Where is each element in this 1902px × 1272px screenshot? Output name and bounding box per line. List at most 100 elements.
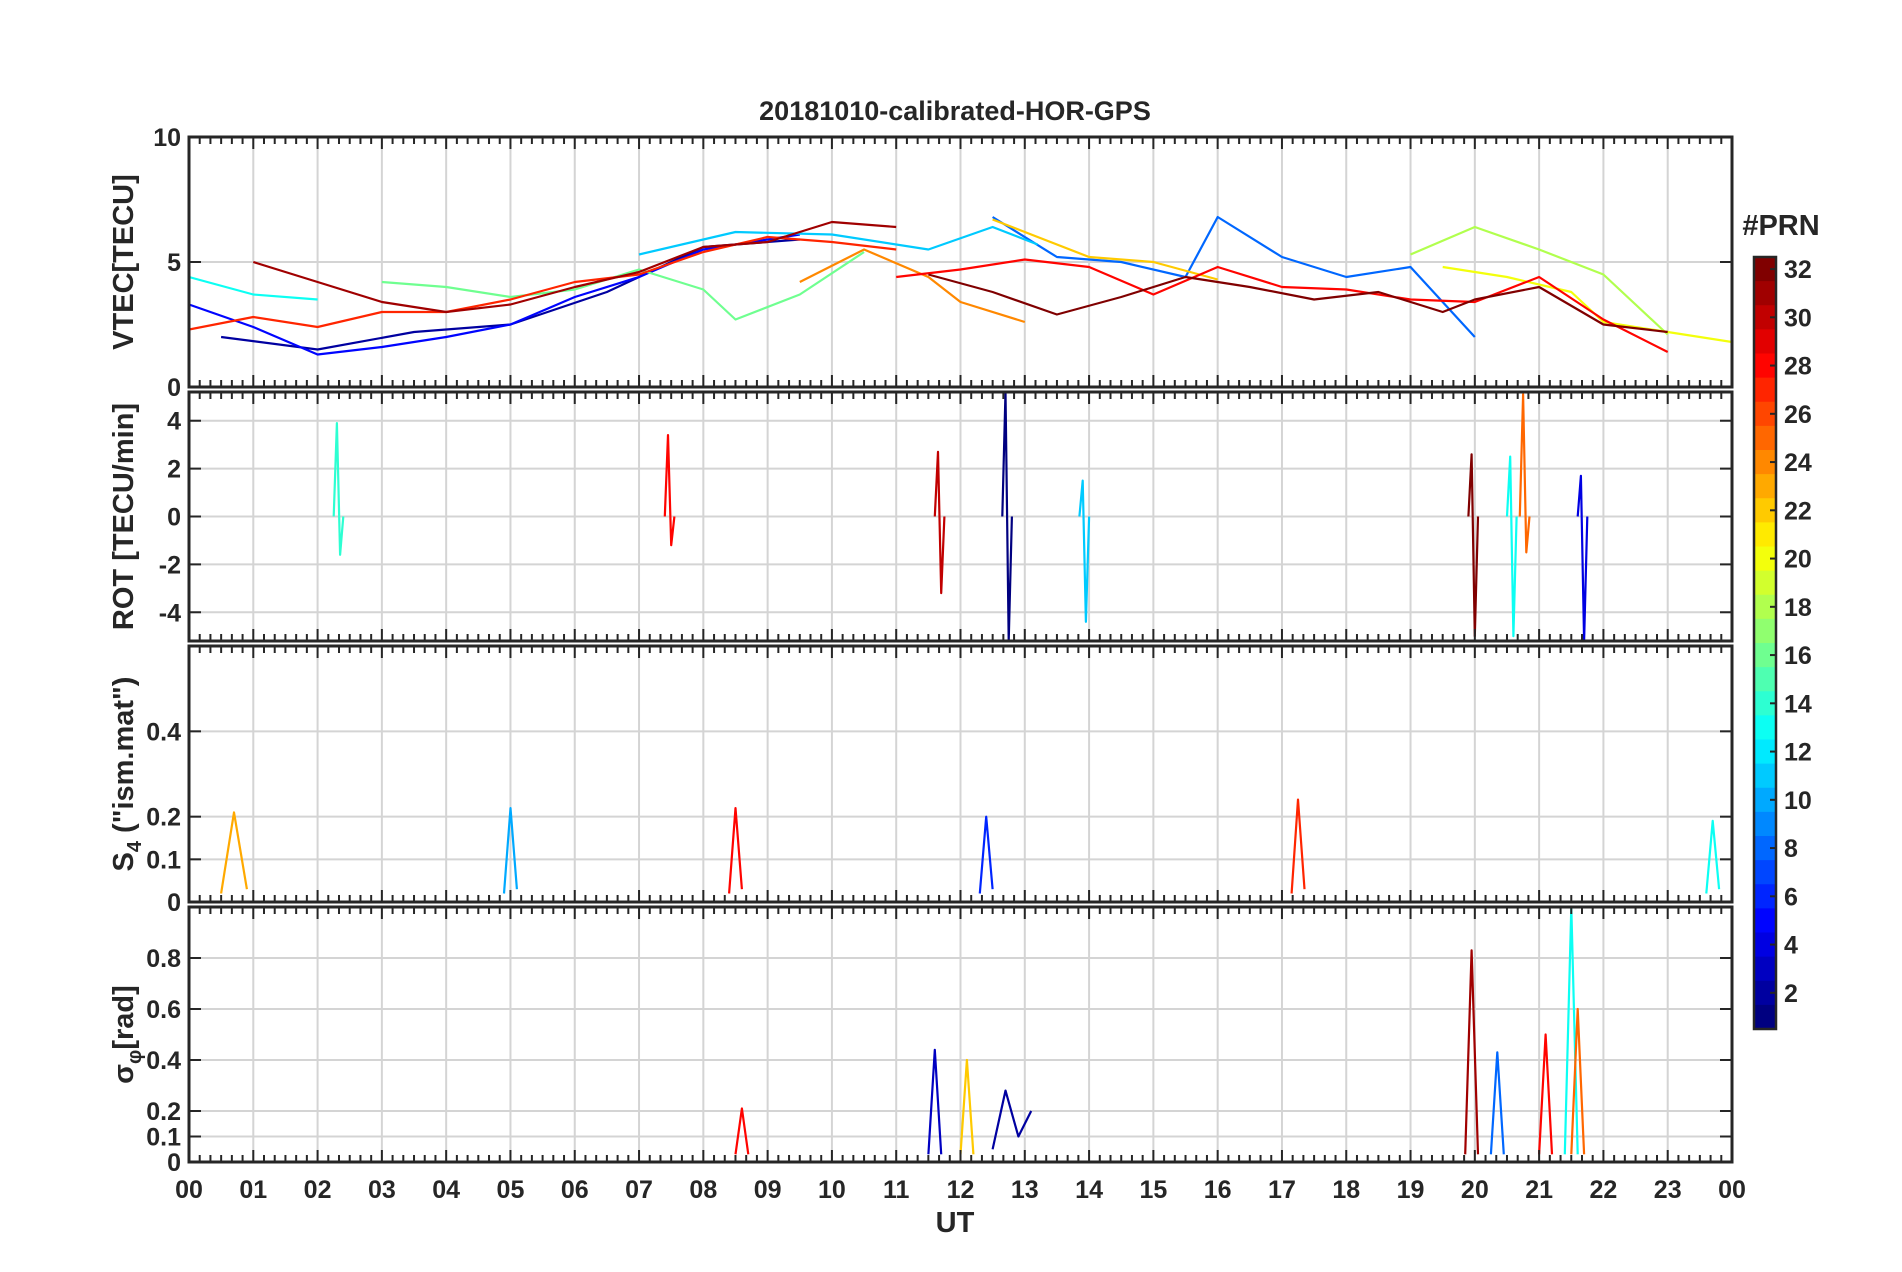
colorbar-segment: [1754, 763, 1776, 789]
series-rot-prn1: [1001, 392, 1013, 641]
colorbar-segment: [1754, 860, 1776, 885]
colorbar-segment: [1754, 498, 1776, 523]
series-sigma_phi-prn31: [1464, 949, 1480, 1155]
x-axis: 00 01 02 03 04 05 06 07 08 09 10 11 12 13 14 15 16 17 18 19…: [175, 1176, 1746, 1204]
series-vtec-prn22: [992, 218, 1218, 281]
colorbar-segment: [1754, 715, 1776, 741]
y-tick-label: 0.2: [146, 1098, 181, 1126]
series-rot-prn14: [332, 422, 345, 556]
colorbar-tick-label: 8: [1784, 835, 1798, 863]
series-vtec-prn8: [992, 215, 1476, 338]
colorbar-segment: [1754, 353, 1776, 379]
x-tick-label: 15: [1139, 1176, 1167, 1204]
panel-rot: -4 -2 0 2 4 ROT [TECU/min]: [108, 390, 1734, 643]
chart-title: 20181010-calibrated-HOR-GPS: [759, 96, 1151, 126]
x-tick-label: 19: [1397, 1176, 1425, 1204]
panel-s4: 00.10.20.4S4 ("ism.mat"): [108, 644, 1734, 917]
colorbar-segment: [1754, 546, 1776, 572]
x-tick-label: 00: [1718, 1176, 1746, 1204]
colorbar-segment: [1754, 932, 1776, 958]
y-label-main: σ: [108, 1064, 140, 1084]
series-group: [220, 798, 1721, 894]
x-axis-label: UT: [936, 1207, 975, 1239]
x-tick-label: 03: [368, 1176, 396, 1204]
colorbar-segment: [1754, 618, 1776, 644]
colorbar-segment: [1754, 667, 1776, 692]
x-tick-label: 07: [625, 1176, 653, 1204]
series-rot-prn30: [933, 450, 946, 595]
y-tick-label: 5: [167, 249, 181, 277]
y-axis-label-sigma_phi: σφ[rad]: [108, 985, 146, 1084]
colorbar-tick-label: 32: [1784, 256, 1812, 284]
y-label-sub: 4: [124, 840, 146, 852]
y-axis-label-s4: S4 ("ism.mat"): [108, 677, 146, 872]
series-vtec-prn24: [799, 248, 1026, 324]
colorbar-tick-label: 2: [1784, 980, 1798, 1008]
colorbar-segment: [1754, 329, 1776, 355]
colorbar-segment: [1754, 956, 1776, 982]
panel-frame: [187, 644, 1734, 904]
y-tick-label: 0.6: [146, 996, 181, 1024]
series-sigma_phi-prn28: [734, 1107, 750, 1155]
y-tick-label: 0: [167, 1149, 181, 1177]
panel-frame: [187, 390, 1734, 643]
series-s4-prn6: [978, 815, 994, 894]
colorbar-segment: [1754, 908, 1776, 934]
y-tick-label: 0: [167, 889, 181, 917]
colorbar-segment: [1754, 257, 1776, 282]
colorbar-tick-label: 22: [1784, 497, 1812, 525]
series-rot-prn13: [1505, 455, 1518, 638]
y-tick-label: 0.8: [146, 945, 181, 973]
colorbar-segment: [1754, 570, 1776, 596]
y-tick-label: 0.2: [146, 804, 181, 832]
y-label-rest: ("ism.mat"): [108, 677, 140, 841]
y-tick-label: -4: [159, 599, 181, 627]
series-vtec-prn28: [896, 258, 1669, 353]
series-s4-prn28: [728, 806, 743, 894]
series-sigma_phi-prn28: [1538, 1033, 1554, 1155]
colorbar-segment: [1754, 281, 1776, 306]
y-tick-label: 0.4: [146, 1047, 181, 1075]
x-tick-label: 22: [1590, 1176, 1618, 1204]
x-tick-label: 16: [1204, 1176, 1232, 1204]
colorbar-segment: [1754, 739, 1776, 765]
y-label-main: S: [108, 852, 140, 871]
y-label-sub: φ: [124, 1050, 146, 1064]
series-s4-prn27: [1290, 798, 1306, 894]
x-tick-label: 01: [239, 1176, 267, 1204]
x-tick-label: 23: [1654, 1176, 1682, 1204]
y-tick-label: 10: [153, 124, 181, 152]
colorbar-tick-label: 6: [1784, 883, 1798, 911]
colorbar-tick-label: 4: [1784, 932, 1798, 960]
x-tick-label: 20: [1461, 1176, 1489, 1204]
series-vtec-prn13: [189, 275, 318, 301]
colorbar-segment: [1754, 643, 1776, 668]
colorbar-segment: [1754, 836, 1776, 861]
series-vtec-prn16: [381, 251, 865, 321]
series-vtec-prn32: [928, 273, 1668, 334]
y-tick-label: 0: [167, 504, 181, 532]
colorbar-segment: [1754, 811, 1776, 837]
y-tick-label: 0.1: [146, 1124, 181, 1152]
colorbar-tick-label: 12: [1784, 739, 1812, 767]
colorbar-segment: [1754, 425, 1776, 451]
x-tick-label: 10: [818, 1176, 846, 1204]
y-tick-label: 0: [167, 374, 181, 402]
y-tick-label: 2: [167, 456, 181, 484]
series-s4-prn10: [502, 806, 518, 894]
x-tick-label: 17: [1268, 1176, 1296, 1204]
y-label-rest: [rad]: [108, 985, 140, 1049]
colorbar-segment: [1754, 401, 1776, 427]
x-tick-label: 09: [754, 1176, 782, 1204]
colorbar-tick-label: 16: [1784, 642, 1812, 670]
colorbar-segment: [1754, 377, 1776, 403]
y-tick-label: 0.4: [146, 718, 181, 746]
colorbar-segment: [1754, 594, 1776, 620]
colorbar-label: #PRN: [1742, 210, 1819, 242]
x-tick-label: 11: [883, 1176, 910, 1204]
y-axis-label-rot: ROT [TECU/min]: [108, 403, 140, 630]
y-axis-label-vtec: VTEC[TECU]: [108, 174, 140, 350]
colorbar-tick-label: 28: [1784, 353, 1812, 381]
